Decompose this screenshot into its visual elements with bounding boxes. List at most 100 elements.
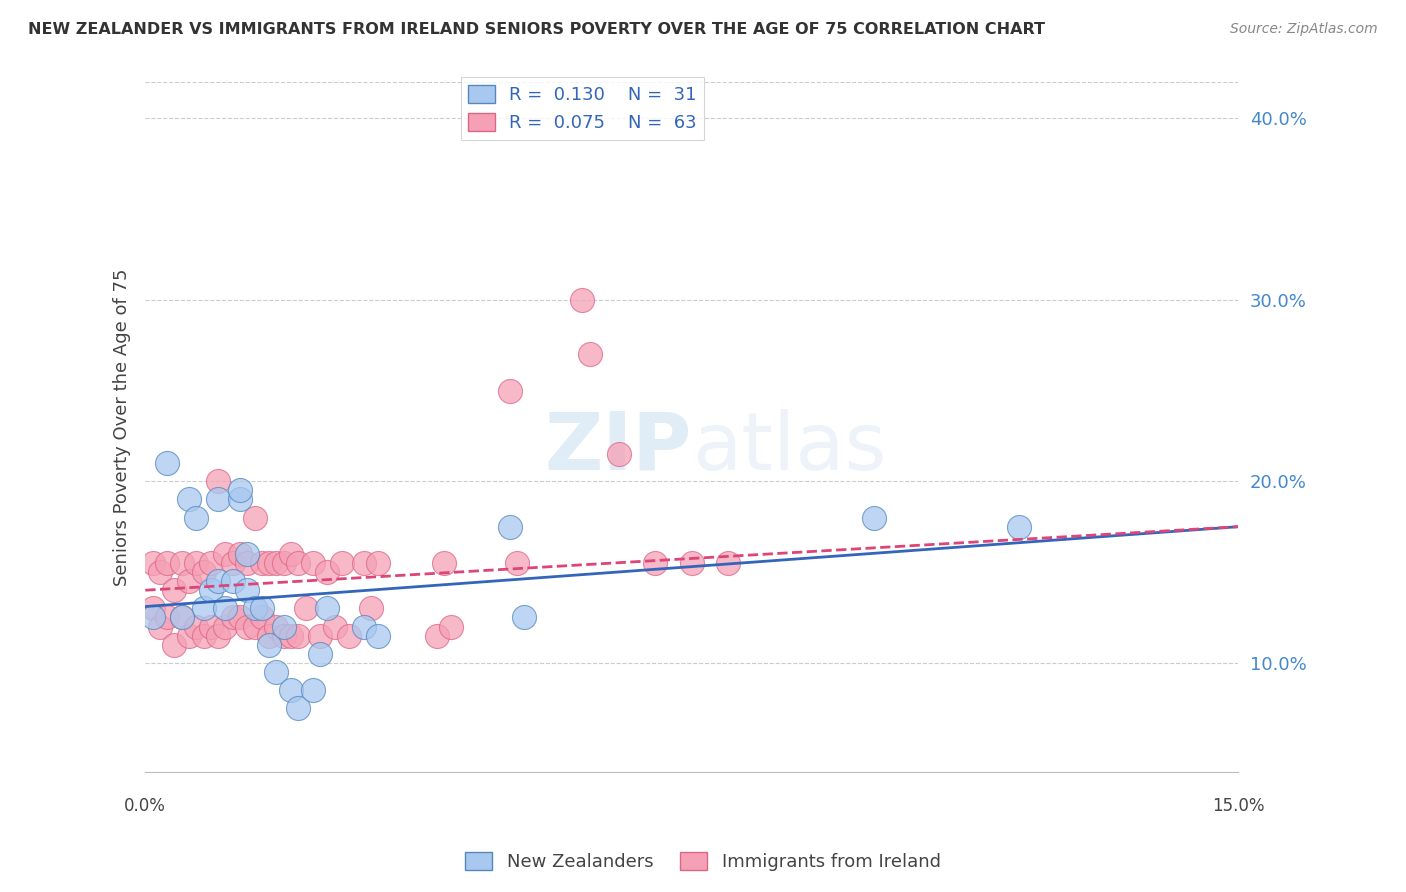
Point — [287, 701, 309, 715]
Text: Source: ZipAtlas.com: Source: ZipAtlas.com — [1230, 22, 1378, 37]
Point — [186, 619, 208, 633]
Point — [250, 601, 273, 615]
Point — [163, 583, 186, 598]
Point — [149, 619, 172, 633]
Point — [280, 547, 302, 561]
Point — [193, 565, 215, 579]
Point — [250, 556, 273, 570]
Point — [170, 610, 193, 624]
Point — [353, 619, 375, 633]
Point — [309, 647, 332, 661]
Point — [214, 547, 236, 561]
Point — [681, 556, 703, 570]
Point — [250, 610, 273, 624]
Point — [207, 629, 229, 643]
Point — [330, 556, 353, 570]
Point — [142, 601, 165, 615]
Point — [222, 574, 245, 589]
Point — [177, 492, 200, 507]
Point — [142, 610, 165, 624]
Legend: R =  0.130    N =  31, R =  0.075    N =  63: R = 0.130 N = 31, R = 0.075 N = 63 — [461, 78, 704, 139]
Point — [287, 629, 309, 643]
Point — [177, 574, 200, 589]
Point — [266, 665, 288, 679]
Point — [236, 547, 259, 561]
Point — [257, 556, 280, 570]
Point — [302, 683, 325, 698]
Point — [337, 629, 360, 643]
Point — [353, 556, 375, 570]
Point — [200, 556, 222, 570]
Point — [214, 619, 236, 633]
Point — [367, 629, 389, 643]
Point — [156, 556, 179, 570]
Point — [229, 547, 252, 561]
Point — [294, 601, 316, 615]
Point — [498, 384, 520, 398]
Point — [236, 556, 259, 570]
Point — [222, 556, 245, 570]
Point — [257, 629, 280, 643]
Text: 0.0%: 0.0% — [124, 797, 166, 814]
Point — [717, 556, 740, 570]
Point — [506, 556, 529, 570]
Point — [644, 556, 666, 570]
Text: ZIP: ZIP — [544, 409, 692, 487]
Legend: New Zealanders, Immigrants from Ireland: New Zealanders, Immigrants from Ireland — [458, 845, 948, 879]
Point — [433, 556, 456, 570]
Point — [607, 447, 630, 461]
Point — [243, 619, 266, 633]
Point — [229, 492, 252, 507]
Point — [426, 629, 449, 643]
Point — [360, 601, 382, 615]
Point — [367, 556, 389, 570]
Point — [440, 619, 463, 633]
Point — [287, 556, 309, 570]
Point — [170, 610, 193, 624]
Point — [280, 683, 302, 698]
Point — [266, 619, 288, 633]
Y-axis label: Seniors Poverty Over the Age of 75: Seniors Poverty Over the Age of 75 — [114, 268, 131, 586]
Point — [266, 556, 288, 570]
Point — [149, 565, 172, 579]
Point — [156, 456, 179, 470]
Point — [177, 629, 200, 643]
Point — [236, 619, 259, 633]
Point — [207, 574, 229, 589]
Point — [170, 556, 193, 570]
Point — [323, 619, 346, 633]
Point — [243, 601, 266, 615]
Point — [200, 619, 222, 633]
Point — [163, 638, 186, 652]
Point — [280, 629, 302, 643]
Point — [1008, 519, 1031, 533]
Point — [309, 629, 332, 643]
Point — [243, 510, 266, 524]
Point — [513, 610, 536, 624]
Text: 15.0%: 15.0% — [1212, 797, 1264, 814]
Point — [498, 519, 520, 533]
Point — [316, 601, 339, 615]
Text: NEW ZEALANDER VS IMMIGRANTS FROM IRELAND SENIORS POVERTY OVER THE AGE OF 75 CORR: NEW ZEALANDER VS IMMIGRANTS FROM IRELAND… — [28, 22, 1045, 37]
Point — [862, 510, 884, 524]
Point — [186, 556, 208, 570]
Point — [273, 556, 295, 570]
Point — [273, 629, 295, 643]
Point — [214, 601, 236, 615]
Point — [571, 293, 593, 307]
Point — [142, 556, 165, 570]
Point — [236, 583, 259, 598]
Point — [200, 583, 222, 598]
Point — [222, 610, 245, 624]
Point — [193, 629, 215, 643]
Point — [229, 483, 252, 498]
Point — [193, 601, 215, 615]
Point — [207, 492, 229, 507]
Point — [316, 565, 339, 579]
Point — [302, 556, 325, 570]
Point — [273, 619, 295, 633]
Point — [207, 475, 229, 489]
Point — [186, 510, 208, 524]
Point — [578, 347, 600, 361]
Text: atlas: atlas — [692, 409, 886, 487]
